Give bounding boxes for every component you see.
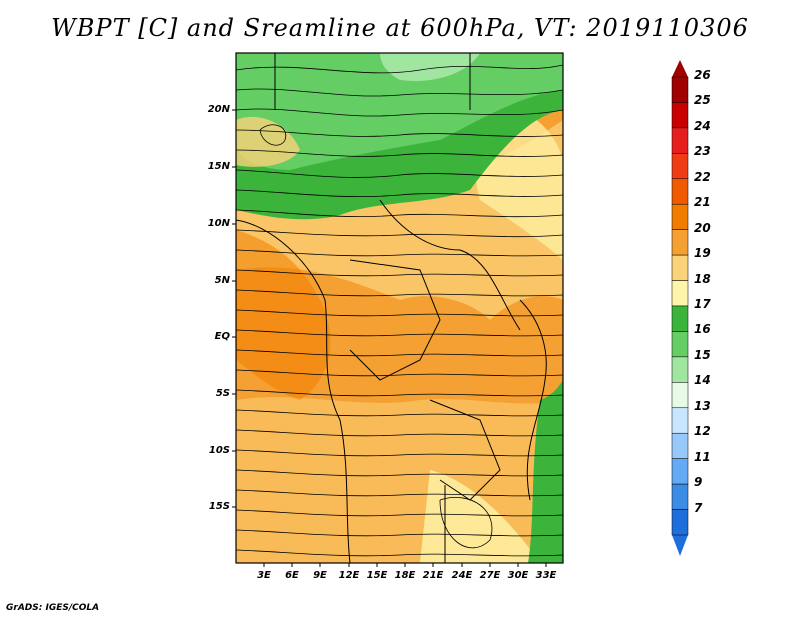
colorbar-label: 7 <box>694 500 703 515</box>
colorbar-label: 11 <box>694 449 711 464</box>
colorbar-cell <box>671 127 689 154</box>
axis-ticks <box>232 109 547 567</box>
colorbar-label: 22 <box>694 169 711 184</box>
colorbar-label: 13 <box>694 398 711 413</box>
colorbar-label: 9 <box>694 475 703 490</box>
streamlines <box>236 64 563 557</box>
colorbar-cell <box>671 382 689 409</box>
lon-label-24e: 24E <box>451 570 473 581</box>
colorbar-label: 19 <box>694 246 711 261</box>
lat-label-20n: 20N <box>207 104 230 115</box>
colorbar-cell <box>671 432 689 459</box>
colorbar-cell <box>671 458 689 485</box>
lat-label-10s: 10S <box>208 445 230 456</box>
colorbar-cell <box>671 356 689 383</box>
colorbar-cell <box>671 305 689 332</box>
country-borders <box>236 53 547 563</box>
lon-label-18e: 18E <box>394 570 416 581</box>
map-title: WBPT [C] and Sreamline at 600hPa, VT: 20… <box>51 14 749 42</box>
colorbar-label: 17 <box>694 297 711 311</box>
colorbar-label: 12 <box>694 424 711 439</box>
colorbar-cell <box>671 280 689 307</box>
lon-label-12e: 12E <box>338 570 360 581</box>
colorbar-label: 23 <box>694 144 711 159</box>
lon-label-9e: 9E <box>313 570 327 581</box>
lat-label-15n: 15N <box>207 161 230 172</box>
lat-label-eq: EQ <box>214 331 230 342</box>
colorbar-label: 14 <box>694 373 711 388</box>
colorbar <box>671 60 689 556</box>
lat-label-10n: 10N <box>207 218 230 229</box>
colorbar-label: 26 <box>694 68 711 82</box>
colorbar-bottom-arrow <box>672 535 688 556</box>
colorbar-label: 20 <box>694 220 711 235</box>
lon-label-15e: 15E <box>366 570 388 581</box>
colorbar-label: 18 <box>694 271 711 286</box>
colorbar-label: 21 <box>694 195 711 210</box>
map-frame <box>235 52 564 564</box>
colorbar-label: 24 <box>694 118 711 133</box>
lon-label-21e: 21E <box>422 570 444 581</box>
lat-label-15s: 15S <box>208 501 230 512</box>
colorbar-label: 25 <box>694 93 711 108</box>
lon-label-33e: 33E <box>535 570 557 581</box>
colorbar-cell <box>671 203 689 230</box>
colorbar-cell <box>671 102 689 129</box>
colorbar-label: 15 <box>694 347 711 362</box>
colorbar-cell <box>671 483 689 510</box>
lat-label-5n: 5N <box>214 275 230 286</box>
colorbar-cell <box>671 407 689 434</box>
lon-label-27e: 27E <box>479 570 501 581</box>
lon-label-30e: 30E <box>507 570 529 581</box>
colorbar-cell <box>671 331 689 358</box>
map-panel <box>236 53 563 563</box>
lon-label-6e: 6E <box>285 570 299 581</box>
colorbar-top-arrow <box>672 60 688 77</box>
colorbar-cell <box>671 178 689 205</box>
colorbar-cell <box>671 254 689 281</box>
colorbar-cell <box>671 153 689 180</box>
footer-credit: GrADS: IGES/COLA <box>6 603 100 613</box>
colorbar-cell <box>671 509 689 536</box>
colorbar-label: 16 <box>694 322 711 337</box>
lat-label-5s: 5S <box>215 388 230 399</box>
colorbar-cell <box>671 229 689 256</box>
lon-label-3e: 3E <box>257 570 271 581</box>
colorbar-cell <box>671 76 689 103</box>
